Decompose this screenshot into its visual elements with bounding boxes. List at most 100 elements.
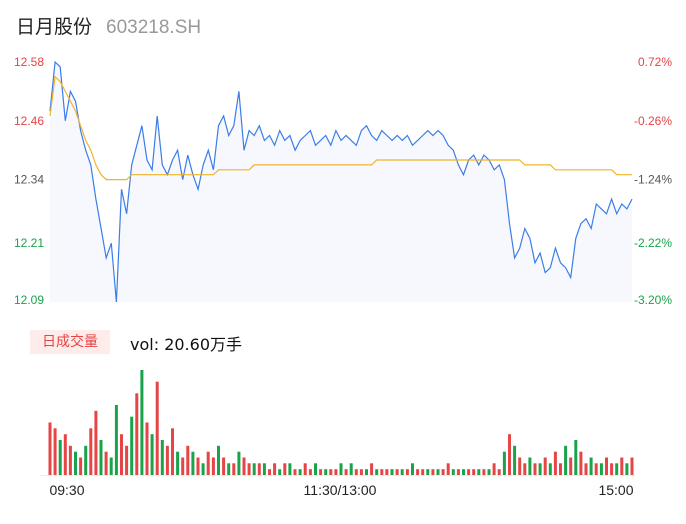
volume-readout: vol: 20.60万手 [130,331,242,355]
volume-bar [610,463,614,475]
volume-bar [94,410,98,475]
volume-bar [314,463,317,475]
volume-prefix: vol: [130,335,165,354]
volume-bar [298,469,302,475]
volume-bar [436,469,440,475]
volume-bar [206,451,210,475]
volume-bar [451,469,455,475]
volume-bar [559,463,562,475]
volume-bar [365,469,368,475]
volume-bar [273,463,277,475]
volume-tab[interactable]: 日成交量 [30,330,110,354]
volume-bar [145,422,149,475]
pct-tick-label: -3.20% [634,293,672,307]
time-label: 11:30/13:00 [304,482,377,498]
volume-bar [84,445,88,475]
volume-bar [431,469,435,475]
pct-tick-label: -2.22% [634,236,672,250]
volume-bar [324,469,328,475]
pct-tick-label: -1.24% [634,173,672,187]
volume-bar [308,469,312,475]
volume-bar [344,469,348,475]
volume-bar [176,451,180,475]
volume-bar [579,451,583,475]
volume-bar [303,463,307,475]
volume-bar [487,469,491,475]
volume-bar [58,440,62,475]
volume-bar [171,428,174,475]
volume-bar [395,469,399,475]
price-tick-label: 12.21 [14,236,44,250]
time-label: 15:00 [598,482,633,498]
volume-bar [615,463,619,475]
volume-bar [518,457,522,475]
price-tick-label: 12.09 [14,293,44,307]
volume-bar [278,469,282,475]
volume-bar [104,451,108,475]
volume-bar [53,428,57,475]
volume-bar [211,457,215,475]
volume-bar [181,457,185,475]
volume-bar [329,469,333,475]
volume-bar [217,445,220,475]
volume-bar [538,463,542,475]
volume-bar [543,457,547,475]
volume-bar [482,469,486,475]
volume-bar [359,469,363,475]
volume-bar [232,463,236,475]
volume-bar [262,463,266,475]
volume-bar [319,469,323,475]
volume-bar [354,469,358,475]
volume-bar [283,463,287,475]
volume-bar [441,469,445,475]
volume-bar [89,428,93,475]
volume-bar [186,445,190,475]
volume-bar [513,445,517,475]
volume-bar [370,463,374,475]
volume-bar [48,422,52,475]
volume-bar [339,463,343,475]
volume-bar [390,469,394,475]
volume-bar [421,469,425,475]
volume-bar [467,469,471,475]
volume-bar [150,434,154,475]
stock-header: 日月股份 603218.SH [16,12,201,40]
pct-tick-label: -0.26% [634,114,672,128]
volume-bar [242,457,246,475]
volume-bar [564,445,568,475]
volume-bar [553,451,557,475]
volume-bar [74,451,77,475]
volume-bar [191,451,195,475]
volume-value: 20.60万手 [164,335,242,354]
volume-bar [334,469,338,475]
volume-bar [99,440,103,475]
volume-bar [375,469,379,475]
volume-bar [201,463,205,475]
price-tick-label: 12.34 [14,173,44,187]
volume-bar [288,463,292,475]
volume-bar [109,457,113,475]
volume-bar [247,463,251,475]
volume-bar [589,457,593,475]
volume-bar [416,469,420,475]
time-label: 09:30 [49,482,84,498]
pct-tick-label: 0.72% [638,55,672,69]
volume-bar [140,370,144,475]
volume-bar [380,469,384,475]
volume-bar [155,381,159,475]
volume-bar [548,463,552,475]
volume-bar [625,463,629,475]
volume-bar [630,457,634,475]
volume-bar [492,463,496,475]
average-line [49,75,632,181]
volume-bar [594,463,598,475]
price-tick-label: 12.46 [14,114,44,128]
volume-bar [130,416,134,475]
volume-bar [268,469,271,475]
volume-bar [63,434,67,475]
volume-bar [237,451,241,475]
volume-bar [605,457,608,475]
volume-bar [502,451,506,475]
volume-bar [497,469,501,475]
volume-bar [165,445,169,475]
